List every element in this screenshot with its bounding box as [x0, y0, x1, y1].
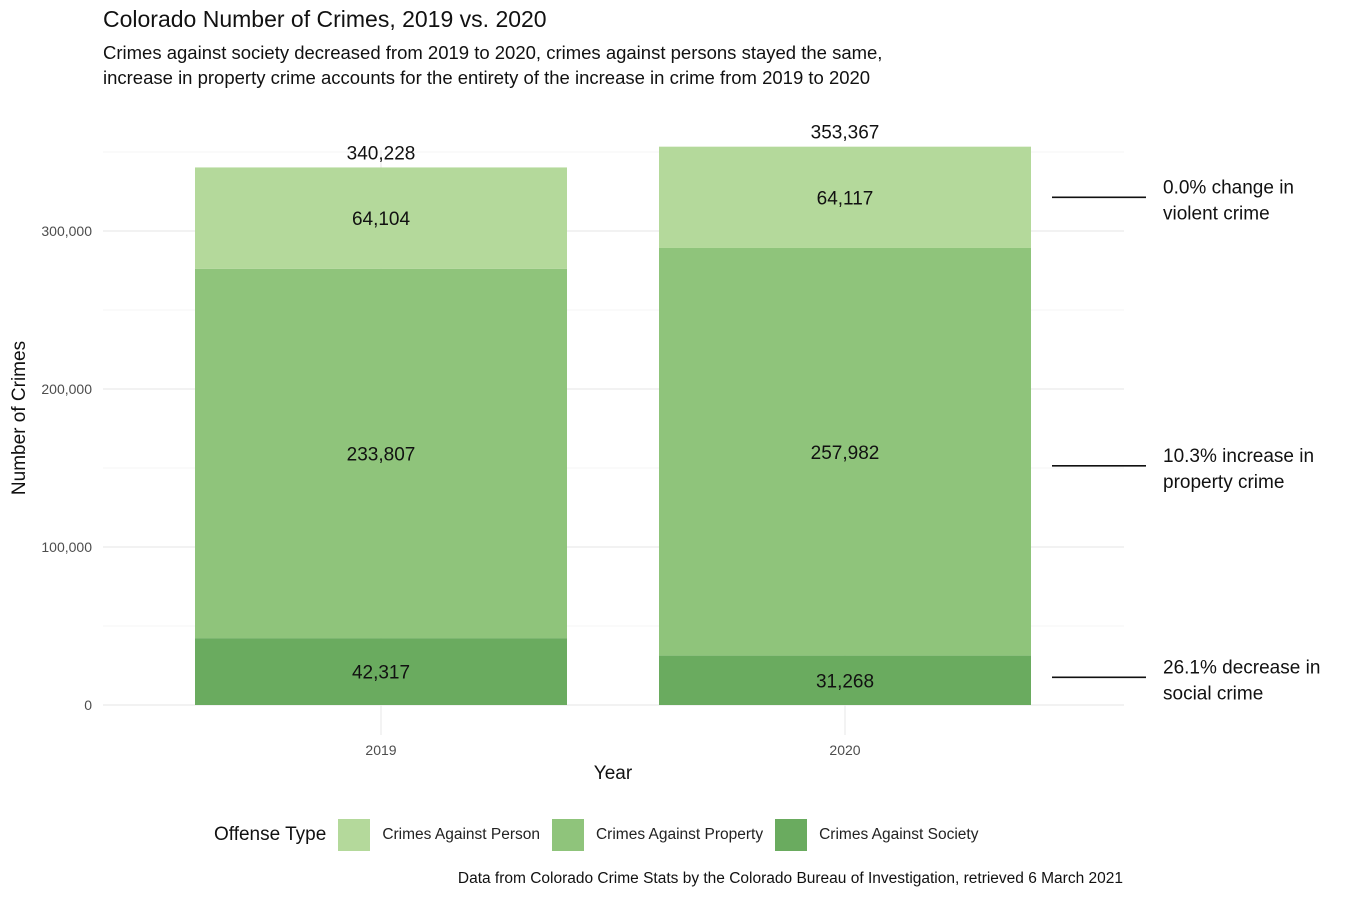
annotation-text: 26.1% decrease in social crime: [1163, 657, 1320, 704]
legend-swatch-property: [551, 819, 584, 851]
y-tick-label: 0: [84, 697, 92, 713]
chart-title: Colorado Number of Crimes, 2019 vs. 2020: [103, 6, 547, 32]
x-tick-label: 2019: [365, 742, 396, 758]
data-label: 31,268: [816, 671, 874, 692]
annotation-line: violent crime: [1163, 203, 1270, 224]
chart-caption: Data from Colorado Crime Stats by the Co…: [457, 870, 1123, 887]
bar-segment: [195, 638, 567, 705]
x-tick-label: 2020: [829, 742, 860, 758]
annotation-line: property crime: [1163, 472, 1284, 493]
legend-item-person: Crimes Against Person: [338, 819, 540, 851]
total-label: 353,367: [811, 123, 880, 144]
data-label: 64,104: [352, 209, 411, 230]
chart-subtitle: Crimes against society decreased from 20…: [103, 40, 882, 90]
legend-label-society: Crimes Against Society: [819, 826, 979, 843]
annotation-line: 10.3% increase in: [1163, 446, 1314, 467]
bar-segment: [659, 146, 1031, 248]
legend-label-person: Crimes Against Person: [382, 826, 540, 843]
legend-item-society: Crimes Against Society: [775, 819, 978, 851]
bar-segment: [195, 268, 567, 639]
bars: 42,317 233,807 64,104 340,228 31,268 257,982 6…: [195, 123, 1031, 705]
legend-swatch-person: [338, 819, 371, 851]
annotation-text: 10.3% increase in property crime: [1163, 446, 1314, 493]
legend-swatch-society: [775, 819, 808, 851]
data-label: 257,982: [811, 443, 880, 464]
legend-title: Offense Type: [214, 824, 327, 845]
y-tick-label: 200,000: [41, 381, 92, 397]
subtitle-line-1: Crimes against society decreased from 20…: [103, 42, 883, 63]
annotation-line: social crime: [1163, 683, 1263, 704]
y-axis: 0 100,000 200,000 300,000: [41, 223, 92, 713]
y-tick-label: 300,000: [41, 223, 92, 239]
bar-segment: [659, 655, 1031, 705]
bar-segment: [195, 167, 567, 269]
annotations: 0.0% change in violent crime 10.3% increas…: [1052, 177, 1320, 704]
x-axis-title: Year: [594, 763, 633, 784]
annotation-text: 0.0% change in violent crime: [1163, 177, 1294, 224]
data-label: 64,117: [817, 188, 874, 209]
x-axis: 2019 2020: [365, 742, 860, 758]
data-label: 233,807: [347, 444, 416, 465]
legend: Offense Type Crimes Against Person Crime…: [214, 818, 990, 852]
legend-item-property: Crimes Against Property: [551, 819, 764, 851]
annotation-line: 26.1% decrease in: [1163, 657, 1320, 678]
legend-label-property: Crimes Against Property: [595, 826, 764, 843]
subtitle-line-2: increase in property crime accounts for …: [103, 67, 871, 88]
bar-segment: [659, 247, 1031, 656]
stacked-bar-chart: 0 100,000 200,000 300,000 42,317 233,807 64,1…: [9, 123, 1320, 784]
annotation-line: 0.0% change in: [1163, 177, 1294, 198]
data-label: 42,317: [352, 663, 410, 684]
total-label: 340,228: [347, 143, 416, 164]
y-axis-title: Number of Crimes: [9, 341, 30, 495]
y-tick-label: 100,000: [41, 539, 92, 555]
